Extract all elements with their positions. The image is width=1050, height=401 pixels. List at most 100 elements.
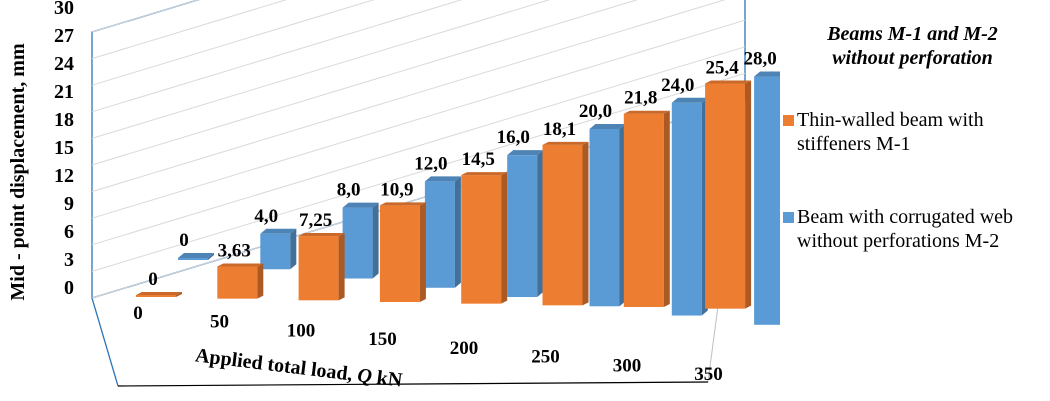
legend-label-line: stiffeners M-1	[797, 133, 911, 155]
y-axis-title: Mid - point displacement, mm	[7, 43, 29, 301]
bar-top	[379, 202, 426, 206]
data-label: 20,0	[579, 101, 612, 122]
x-tick-label: 300	[613, 355, 642, 376]
gridline	[91, 0, 726, 193]
data-label: 0	[148, 269, 158, 290]
bar-front	[136, 295, 176, 297]
bar-front	[754, 76, 780, 325]
bar-side	[582, 141, 589, 306]
legend-label-line: Beam with corrugated web	[797, 206, 1014, 228]
bar-top	[461, 172, 508, 176]
bar-front	[671, 102, 702, 316]
bar-front	[379, 205, 420, 302]
data-labels: 0 4,0 8,0 12,0 16,0 20,0 24,0 28,0 0 3,63 7,25 10,9…	[148, 49, 776, 290]
legend: Beams M-1 and M-2 without perforation Th…	[775, 0, 1050, 401]
y-tick-label: 12	[54, 165, 74, 187]
y-tick-label: 30	[54, 0, 74, 19]
gridline	[91, 19, 746, 219]
bar-top	[542, 141, 589, 145]
bar-top	[754, 71, 780, 77]
x-axis-title-unit: kN	[370, 366, 404, 392]
legend-swatch-m1	[783, 115, 794, 126]
bar-front	[507, 155, 538, 298]
bar-front	[461, 175, 502, 304]
x-tick-label: 200	[450, 338, 479, 359]
legend-title-line: Beams M-1 and M-2	[827, 23, 998, 45]
legend-swatch-m2	[783, 212, 794, 223]
bar-front	[298, 236, 339, 301]
data-label: 14,5	[462, 149, 495, 170]
chart-area: 0 4,0 8,0 12,0 16,0 20,0 24,0 28,0 0 3,63 7,25 10,9…	[7, 0, 780, 392]
data-label: 18,1	[543, 119, 576, 140]
legend-item-m1: Thin-walled beam with stiffeners M-1	[783, 108, 1050, 156]
y-tick-label: 6	[64, 221, 74, 243]
bar-side	[257, 263, 264, 299]
bar-top	[705, 80, 752, 84]
gridline	[91, 0, 287, 60]
bar-top	[424, 176, 461, 182]
y-tick-label: 15	[54, 137, 74, 159]
bar-top	[342, 202, 379, 208]
bar-side	[745, 80, 752, 309]
legend-label-m2: Beam with corrugated web without perfora…	[783, 205, 1050, 253]
x-tick-label: 50	[210, 312, 229, 333]
bar-top	[671, 97, 708, 103]
bar-side	[663, 110, 670, 307]
bar-top	[178, 253, 214, 258]
bar-front	[424, 181, 455, 288]
bar-side	[208, 253, 214, 260]
legend-title: Beams M-1 and M-2 without perforation	[775, 22, 1050, 70]
y-tick-label: 24	[54, 53, 74, 75]
data-label: 10,9	[380, 179, 413, 200]
y-tick-label: 21	[54, 81, 74, 103]
x-axis-line	[117, 381, 709, 387]
bar-top	[298, 233, 345, 237]
bar-top	[589, 123, 626, 129]
bar-front	[623, 113, 664, 307]
data-label: 0	[179, 230, 189, 251]
gridline	[91, 0, 375, 86]
data-label: 28,0	[743, 49, 776, 70]
gridline	[91, 0, 638, 166]
gridline	[91, 46, 746, 246]
data-label: 21,8	[624, 88, 657, 109]
bar-side	[501, 172, 508, 304]
x-tick-label: 250	[531, 347, 560, 368]
bar-side	[372, 202, 379, 279]
x-axis-title-symbol: Q	[356, 364, 373, 388]
gridline	[91, 0, 200, 33]
bar-top	[136, 292, 182, 295]
data-label: 7,25	[299, 210, 332, 231]
bar-side	[419, 202, 426, 302]
y-tick-label: 18	[54, 109, 74, 131]
bar-side	[176, 292, 182, 297]
y-tick-label: 9	[64, 193, 74, 215]
gridlines	[91, 0, 746, 299]
legend-label-line: Thin-walled beam with	[797, 109, 984, 131]
bar-front	[542, 144, 583, 306]
data-label: 4,0	[254, 206, 278, 227]
legend-item-m2: Beam with corrugated web without perfora…	[783, 205, 1050, 253]
x-tick-label: 0	[133, 303, 143, 324]
bar-top	[623, 110, 670, 114]
bar-front	[589, 128, 620, 307]
bar-front	[260, 233, 291, 270]
bar-top	[217, 263, 264, 267]
x-tick-label: 350	[694, 364, 723, 385]
bar-side	[537, 150, 544, 298]
bar-top	[507, 150, 544, 156]
legend-label-line: without perforations M-2	[797, 230, 1000, 252]
x-tick-label: 150	[368, 329, 397, 350]
bars	[136, 71, 780, 325]
data-label: 12,0	[414, 153, 447, 174]
data-label: 25,4	[705, 57, 739, 78]
legend-title-line: without perforation	[832, 47, 993, 69]
bar-front	[217, 266, 258, 299]
data-label: 3,63	[218, 240, 251, 261]
y-tick-label: 3	[64, 249, 74, 271]
y-tick-label: 0	[64, 277, 74, 299]
bar-front	[178, 258, 208, 260]
data-label: 24,0	[661, 75, 694, 96]
y-tick-label: 27	[54, 25, 74, 47]
